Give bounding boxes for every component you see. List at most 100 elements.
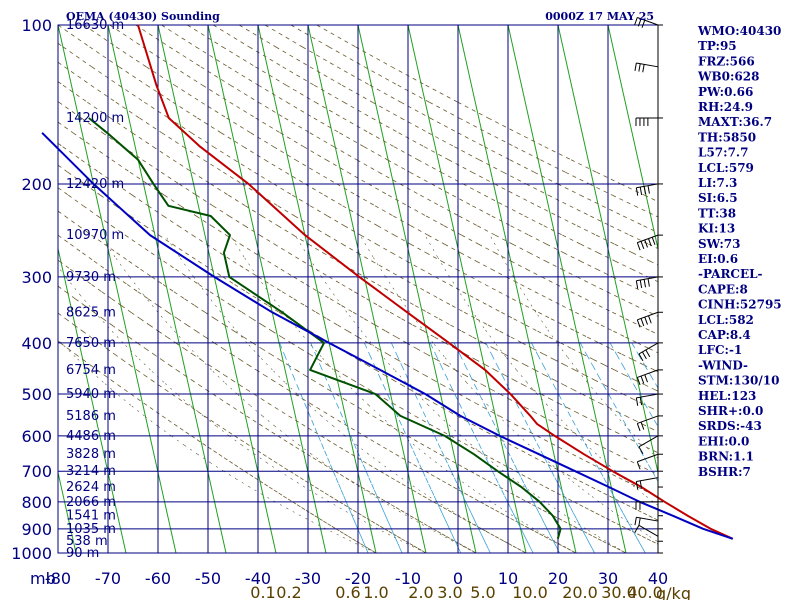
moist-adiabat: [358, 327, 372, 344]
mixing-ratio-tick-label: 30.0: [601, 583, 637, 600]
moist-adiabat: [608, 508, 619, 516]
dry-adiabat: [499, 330, 512, 338]
dry-adiabat: [603, 364, 615, 371]
moist-adiabat: [439, 415, 451, 427]
dry-adiabat: [357, 512, 363, 517]
moist-adiabat: [164, 234, 180, 258]
mixing-ratio-line: [459, 489, 464, 497]
dry-adiabat: [168, 364, 177, 371]
dry-adiabat: [303, 146, 327, 161]
dry-adiabat: [475, 298, 489, 306]
dry-adiabat: [327, 215, 345, 227]
index-value: TT:38: [698, 206, 736, 220]
wind-barb-flag: [638, 517, 641, 526]
moist-adiabat: [382, 356, 395, 371]
dry-adiabat: [368, 389, 378, 395]
wind-barb-flag: [634, 517, 637, 526]
dry-adiabat: [261, 348, 271, 355]
dry-adiabat: [231, 305, 243, 313]
moist-adiabat: [57, 339, 62, 344]
mixing-ratio-line: [481, 450, 487, 458]
dry-adiabat: [191, 132, 214, 148]
dry-adiabat: [169, 46, 202, 68]
dry-adiabat: [452, 460, 459, 465]
dry-adiabat: [316, 171, 337, 185]
dry-adiabat: [631, 483, 638, 488]
dry-adiabat: [313, 84, 344, 103]
mixing-ratio-line: [453, 342, 460, 355]
dry-adiabat: [161, 415, 169, 421]
dry-adiabat: [273, 489, 279, 494]
dry-adiabat: [279, 464, 285, 469]
dry-adiabat: [399, 407, 408, 413]
dry-adiabat: [614, 260, 632, 270]
dry-adiabat: [599, 402, 609, 408]
temperature-tick-label: -50: [195, 569, 221, 588]
dry-adiabat: [649, 260, 659, 266]
dry-adiabat: [431, 183, 453, 196]
dry-adiabat: [537, 330, 550, 338]
dry-adiabat: [239, 411, 247, 417]
dry-adiabat: [327, 439, 334, 444]
mixing-ratio-line: [368, 477, 372, 485]
dry-adiabat: [534, 457, 542, 462]
mixing-ratio-line: [441, 450, 446, 458]
dry-adiabat: [426, 446, 434, 452]
moist-adiabat: [380, 462, 392, 472]
dry-adiabat: [625, 318, 639, 326]
index-value: LCL:579: [698, 161, 754, 175]
dry-adiabat: [377, 348, 388, 355]
dry-adiabat: [420, 443, 428, 448]
dry-adiabat: [90, 84, 117, 103]
dry-adiabat: [259, 423, 266, 429]
moist-adiabat: [294, 234, 309, 258]
dry-adiabat: [240, 243, 255, 254]
dry-adiabat: [452, 512, 459, 517]
dry-adiabat: [529, 252, 546, 262]
wind-barb-flag: [636, 242, 641, 251]
dry-adiabat: [581, 393, 592, 399]
mixing-ratio-line: [363, 543, 367, 549]
moist-adiabat: [565, 546, 577, 554]
dry-adiabat: [464, 492, 470, 497]
dry-adiabat: [360, 215, 378, 227]
moist-adiabat: [193, 276, 208, 296]
dry-adiabat: [398, 132, 425, 148]
dry-adiabat: [209, 291, 222, 300]
moist-adiabat: [556, 342, 568, 357]
moist-adiabat: [414, 486, 427, 495]
dry-adiabat: [57, 81, 64, 86]
moist-adiabat: [371, 494, 384, 503]
dry-adiabat: [60, 342, 69, 349]
dry-adiabat: [84, 183, 101, 196]
dry-adiabat: [638, 324, 652, 332]
index-value: STM:130/10: [698, 374, 779, 388]
dry-adiabat: [525, 525, 531, 530]
mixing-ratio-line: [509, 507, 514, 514]
mixing-ratio-line: [610, 489, 615, 497]
dry-adiabat: [210, 419, 217, 425]
dry-adiabat: [583, 531, 589, 535]
dry-adiabat: [240, 439, 247, 444]
dry-adiabat: [173, 423, 181, 429]
dry-adiabat: [197, 117, 222, 134]
mixing-ratio-line: [561, 489, 565, 497]
dry-adiabat: [637, 342, 650, 349]
mixing-ratio-line: [575, 518, 580, 524]
dry-adiabat: [447, 483, 454, 488]
mixing-ratio-line: [390, 528, 394, 535]
dry-adiabat: [229, 460, 235, 465]
dry-adiabat: [545, 486, 552, 491]
pressure-tick-label: 300: [21, 268, 52, 287]
dry-adiabat: [544, 374, 555, 381]
dry-adiabat: [252, 419, 260, 425]
moist-adiabat: [365, 522, 379, 530]
dry-adiabat: [573, 477, 580, 482]
dry-adiabat: [111, 324, 121, 332]
moist-adiabat: [380, 415, 393, 427]
dry-adiabat: [605, 470, 613, 475]
dry-adiabat: [524, 215, 545, 227]
temperature-tick-label: -10: [395, 569, 421, 588]
dry-adiabat: [354, 291, 367, 300]
dry-adiabat: [233, 330, 244, 338]
